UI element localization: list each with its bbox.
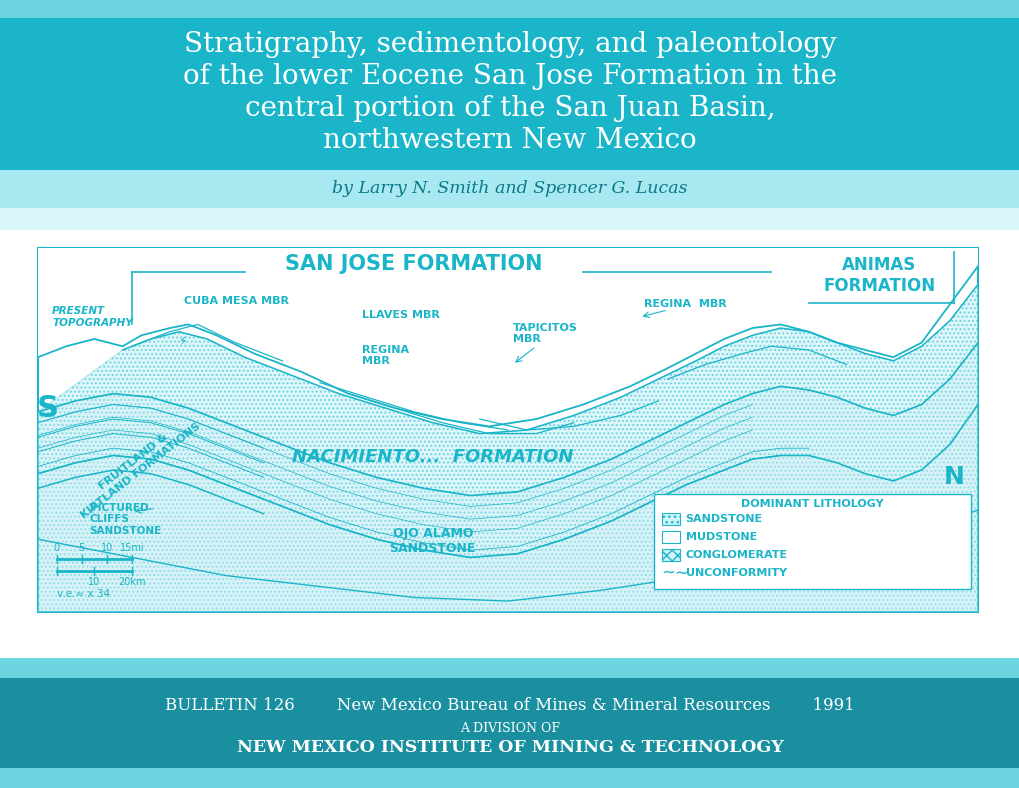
Text: v.e.≈ x 34: v.e.≈ x 34 [57,589,110,599]
Bar [661,513,679,525]
Text: TAPICITOS
MBR: TAPICITOS MBR [513,323,577,344]
Text: ANIMAS
FORMATION: ANIMAS FORMATION [822,256,934,295]
Bar [0,612,1019,680]
Text: BULLETIN 126        New Mexico Bureau of Mines & Mineral Resources        1991: BULLETIN 126 New Mexico Bureau of Mines … [165,697,854,715]
Text: CONGLOMERATE: CONGLOMERATE [685,550,787,559]
Bar [0,0,1019,18]
Text: central portion of the San Juan Basin,: central portion of the San Juan Basin, [245,95,774,121]
Text: 0: 0 [54,543,60,553]
Polygon shape [38,284,977,496]
Text: 5: 5 [78,543,85,553]
Bar [0,170,1019,208]
Text: REGINA
MBR: REGINA MBR [362,344,409,366]
Bar [661,530,679,543]
Text: LLAVES MBR: LLAVES MBR [362,310,440,321]
Text: ⚡: ⚡ [179,334,187,348]
Text: MUDSTONE: MUDSTONE [685,532,756,541]
Text: PRESENT
TOPOGRAPHY: PRESENT TOPOGRAPHY [52,307,132,328]
Bar [661,548,679,561]
Bar [0,658,1019,678]
Text: northwestern New Mexico: northwestern New Mexico [323,127,696,154]
Text: 10: 10 [101,543,113,553]
Text: N: N [944,466,964,489]
Polygon shape [38,343,977,557]
Text: NACIMIENTO...  FORMATION: NACIMIENTO... FORMATION [291,448,573,466]
Polygon shape [38,248,977,426]
Bar [0,678,1019,768]
Text: 10: 10 [88,578,100,587]
Text: S: S [37,394,58,422]
Text: FRUITLAND &
KIRTLAND FORMATIONS: FRUITLAND & KIRTLAND FORMATIONS [71,412,202,521]
Text: OJO ALAMO
SANDSTONE: OJO ALAMO SANDSTONE [389,527,476,555]
Bar [653,494,970,589]
Polygon shape [38,404,977,612]
Text: by Larry N. Smith and Spencer G. Lucas: by Larry N. Smith and Spencer G. Lucas [332,180,687,196]
Bar [0,208,1019,230]
Text: A DIVISION OF: A DIVISION OF [460,722,559,734]
Text: REGINA  MBR: REGINA MBR [644,299,727,310]
Bar [0,768,1019,788]
Text: PICTURED
CLIFFS
SANDSTONE: PICTURED CLIFFS SANDSTONE [90,503,162,536]
Text: SAN JOSE FORMATION: SAN JOSE FORMATION [285,255,542,274]
Text: ~∼: ~∼ [661,563,689,582]
Text: CUBA MESA MBR: CUBA MESA MBR [183,296,288,306]
Text: UNCONFORMITY: UNCONFORMITY [685,567,786,578]
Text: 20km: 20km [118,578,146,587]
Bar [38,248,977,612]
Text: SANDSTONE: SANDSTONE [685,514,762,524]
Text: NEW MEXICO INSTITUTE OF MINING & TECHNOLOGY: NEW MEXICO INSTITUTE OF MINING & TECHNOL… [236,739,783,756]
Bar [0,18,1019,170]
Text: 15mi: 15mi [119,543,144,553]
Text: of the lower Eocene San Jose Formation in the: of the lower Eocene San Jose Formation i… [182,62,837,90]
Text: DOMINANT LITHOLOGY: DOMINANT LITHOLOGY [741,499,883,509]
Text: Stratigraphy, sedimentology, and paleontology: Stratigraphy, sedimentology, and paleont… [183,31,836,58]
